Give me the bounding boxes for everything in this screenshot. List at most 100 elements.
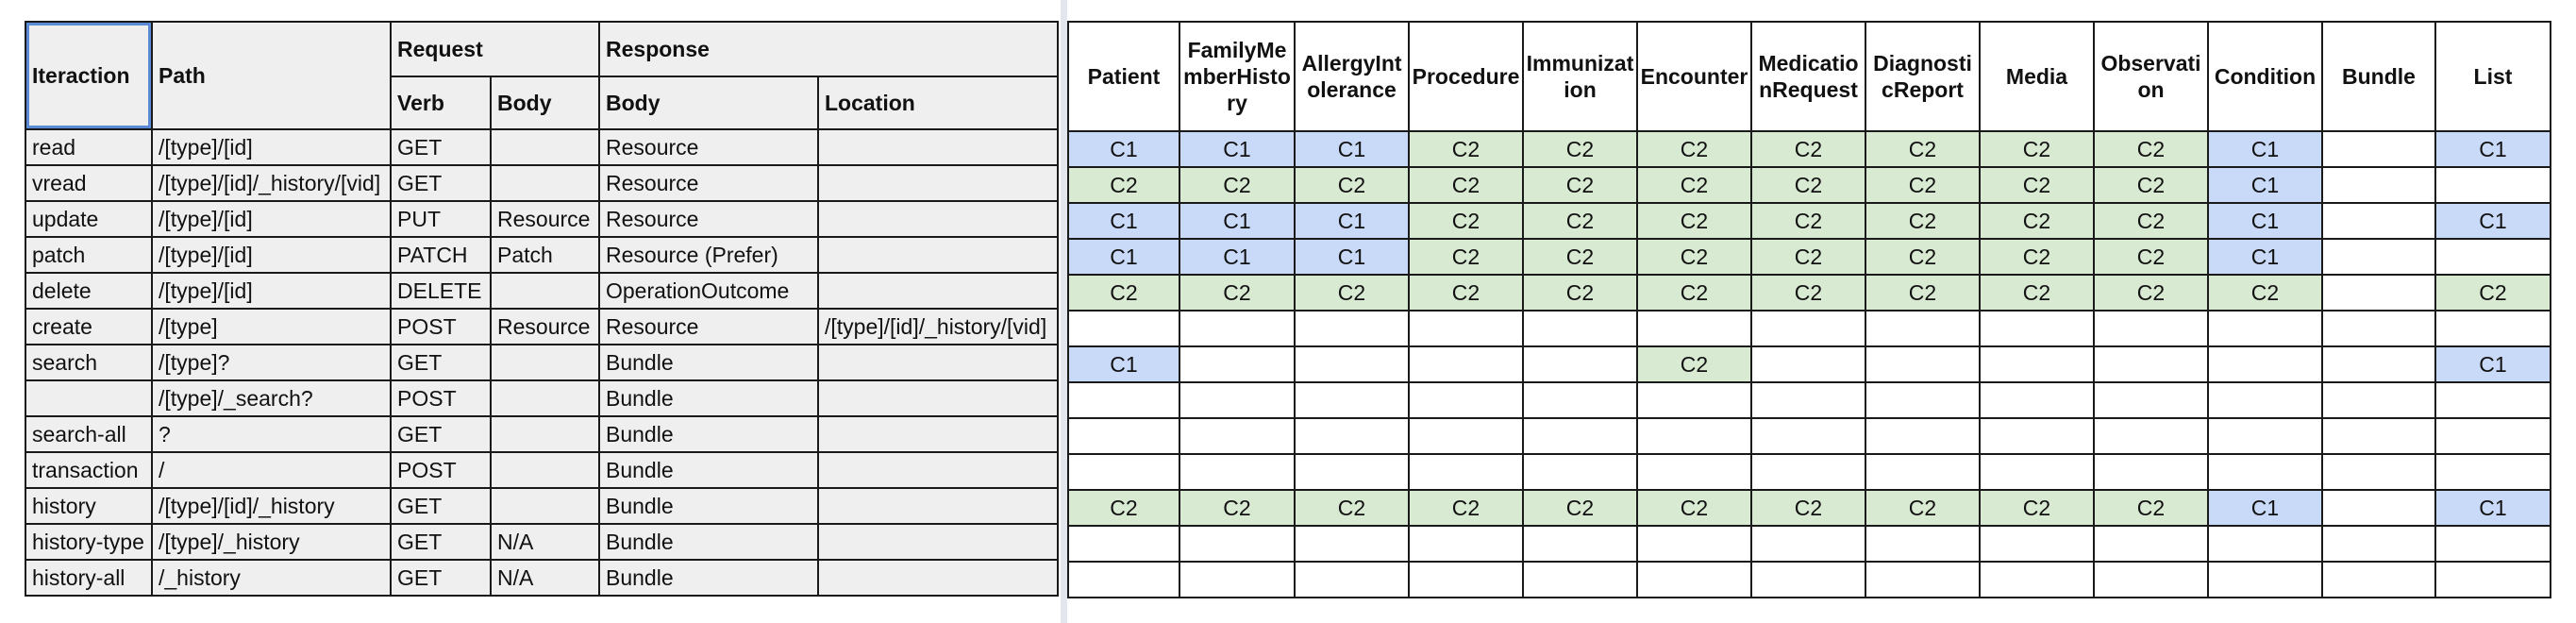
path-cell[interactable]: /[type] [151, 308, 392, 345]
response-body-cell[interactable]: Bundle [598, 523, 819, 561]
response-header[interactable]: Response [598, 21, 1059, 77]
support-cell[interactable] [1179, 381, 1296, 419]
support-cell[interactable] [2434, 525, 2551, 563]
support-cell[interactable]: C2 [1294, 274, 1410, 312]
support-cell[interactable] [1408, 381, 1524, 419]
support-cell[interactable] [1067, 453, 1180, 491]
column-header-condition[interactable]: Condition [2207, 21, 2323, 132]
path-cell[interactable]: /[type]/[id] [151, 236, 392, 274]
support-cell[interactable] [1294, 381, 1410, 419]
support-cell[interactable]: C1 [1067, 202, 1180, 240]
support-cell[interactable] [1067, 310, 1180, 347]
support-cell[interactable]: C2 [2093, 130, 2209, 168]
verb-cell[interactable]: POST [390, 451, 492, 489]
support-cell[interactable]: C2 [1522, 166, 1638, 204]
support-cell[interactable]: C2 [1522, 130, 1638, 168]
support-cell[interactable]: C2 [1294, 489, 1410, 527]
support-cell[interactable]: C2 [1865, 274, 1981, 312]
support-cell[interactable] [2321, 130, 2436, 168]
support-cell[interactable] [2434, 381, 2551, 419]
sheet-divider[interactable] [1061, 0, 1067, 623]
support-cell[interactable]: C2 [1179, 274, 1296, 312]
path-cell[interactable]: ? [151, 415, 392, 453]
support-cell[interactable] [1979, 561, 2095, 598]
column-header-patient[interactable]: Patient [1067, 21, 1180, 132]
support-cell[interactable]: C2 [1408, 202, 1524, 240]
response-body-cell[interactable]: Resource [598, 128, 819, 166]
support-cell[interactable] [2093, 417, 2209, 455]
support-cell[interactable]: C2 [1750, 238, 1866, 276]
response-body-cell[interactable]: Resource (Prefer) [598, 236, 819, 274]
support-cell[interactable] [2093, 345, 2209, 383]
support-cell[interactable]: C2 [1636, 238, 1752, 276]
support-cell[interactable] [1522, 345, 1638, 383]
request-body-cell[interactable]: Resource [490, 308, 600, 345]
verb-cell[interactable]: POST [390, 308, 492, 345]
support-cell[interactable] [1865, 345, 1981, 383]
support-cell[interactable] [1408, 453, 1524, 491]
column-header-procedure[interactable]: Procedure [1408, 21, 1524, 132]
location-cell[interactable] [817, 523, 1059, 561]
support-cell[interactable] [1408, 345, 1524, 383]
support-cell[interactable] [2321, 381, 2436, 419]
support-cell[interactable]: C2 [2093, 166, 2209, 204]
support-cell[interactable]: C2 [1750, 489, 1866, 527]
support-cell[interactable] [1067, 381, 1180, 419]
support-cell[interactable] [1179, 561, 1296, 598]
request-body-cell[interactable] [490, 487, 600, 525]
verb-header[interactable]: Verb [390, 76, 492, 130]
support-cell[interactable] [1979, 417, 2095, 455]
support-cell[interactable]: C2 [1750, 274, 1866, 312]
location-cell[interactable] [817, 451, 1059, 489]
support-cell[interactable]: C2 [1865, 166, 1981, 204]
verb-cell[interactable]: GET [390, 415, 492, 453]
support-cell[interactable] [2321, 310, 2436, 347]
location-cell[interactable] [817, 272, 1059, 310]
request-body-cell[interactable] [490, 415, 600, 453]
support-cell[interactable] [1636, 417, 1752, 455]
support-cell[interactable] [1865, 417, 1981, 455]
response-body-header[interactable]: Body [598, 76, 819, 130]
verb-cell[interactable]: PUT [390, 200, 492, 238]
interaction-header[interactable]: Iteraction [25, 21, 153, 130]
support-cell[interactable] [2093, 561, 2209, 598]
path-cell[interactable]: /[type]/[id]/_history/[vid] [151, 164, 392, 202]
response-body-cell[interactable]: OperationOutcome [598, 272, 819, 310]
support-cell[interactable] [2207, 345, 2323, 383]
interaction-cell[interactable] [25, 379, 153, 417]
support-cell[interactable] [2321, 202, 2436, 240]
support-cell[interactable] [2207, 453, 2323, 491]
path-cell[interactable]: /[type]/[id] [151, 272, 392, 310]
support-cell[interactable] [1294, 310, 1410, 347]
support-cell[interactable] [1408, 561, 1524, 598]
request-body-cell[interactable]: Resource [490, 200, 600, 238]
support-cell[interactable]: C2 [1979, 130, 2095, 168]
support-cell[interactable]: C2 [1067, 166, 1180, 204]
support-cell[interactable]: C1 [1179, 202, 1296, 240]
response-body-cell[interactable]: Bundle [598, 487, 819, 525]
support-cell[interactable]: C2 [2434, 274, 2551, 312]
support-cell[interactable] [1408, 417, 1524, 455]
location-cell[interactable] [817, 164, 1059, 202]
support-cell[interactable] [1067, 561, 1180, 598]
support-cell[interactable]: C1 [1067, 345, 1180, 383]
support-cell[interactable] [1522, 417, 1638, 455]
support-cell[interactable] [1294, 453, 1410, 491]
support-cell[interactable] [1750, 345, 1866, 383]
support-cell[interactable] [1636, 381, 1752, 419]
support-cell[interactable] [2093, 310, 2209, 347]
support-cell[interactable] [2093, 453, 2209, 491]
support-cell[interactable]: C2 [1750, 166, 1866, 204]
support-cell[interactable] [1294, 345, 1410, 383]
location-cell[interactable] [817, 415, 1059, 453]
support-cell[interactable] [2321, 274, 2436, 312]
support-cell[interactable]: C1 [2207, 202, 2323, 240]
support-cell[interactable] [1067, 417, 1180, 455]
support-cell[interactable]: C1 [2207, 489, 2323, 527]
support-cell[interactable] [2321, 489, 2436, 527]
verb-cell[interactable]: GET [390, 559, 492, 597]
column-header-list[interactable]: List [2434, 21, 2551, 132]
support-cell[interactable] [2093, 381, 2209, 419]
request-body-cell[interactable] [490, 344, 600, 381]
support-cell[interactable] [2434, 561, 2551, 598]
